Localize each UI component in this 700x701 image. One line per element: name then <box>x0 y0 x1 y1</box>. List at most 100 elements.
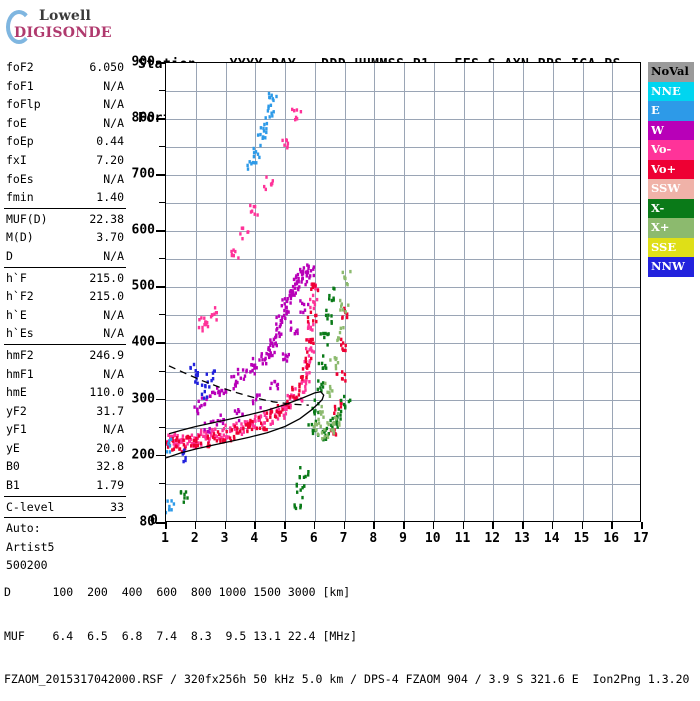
scatter-layer <box>166 91 352 515</box>
grid-line-horizontal <box>166 483 640 485</box>
series-nnw <box>181 362 216 464</box>
grid-line-vertical <box>523 63 524 521</box>
x-axis-label: 14 <box>543 531 560 546</box>
param-value: 31.7 <box>96 403 124 418</box>
grid-line-vertical <box>582 63 584 521</box>
param-value: 7.20 <box>96 152 124 167</box>
grid-line-vertical <box>433 63 435 521</box>
param-key: yF2 <box>6 403 27 418</box>
param-divider <box>4 517 126 519</box>
grid-line-horizontal <box>166 203 640 205</box>
grid-line-horizontal <box>166 455 640 457</box>
param-key: foFlp <box>6 97 41 112</box>
param-value: 246.9 <box>89 347 124 362</box>
grid-line-vertical <box>225 63 227 521</box>
param-row: hmE 110.0 <box>4 383 126 402</box>
param-footer-line: 500200 <box>6 558 48 573</box>
x-axis-tick <box>462 522 464 529</box>
footer-distance-row: D 100 200 400 600 800 1000 1500 3000 [km… <box>4 585 351 599</box>
grid-line-vertical <box>195 63 197 521</box>
x-axis-tick <box>194 522 197 529</box>
x-axis-label: 8 <box>369 531 378 546</box>
param-key: yE <box>6 440 20 455</box>
param-row: h`E N/A <box>4 306 126 325</box>
legend-item-vo-[interactable]: Vo+ <box>648 159 694 179</box>
param-value: 1.40 <box>96 190 124 205</box>
x-axis-label: 11 <box>454 531 471 546</box>
legend-item-nnw[interactable]: NNW <box>648 257 694 277</box>
param-divider <box>4 343 126 345</box>
y-axis: 80 200 300 400 500 600 700 800 900 <box>110 55 165 530</box>
legend-item-ssw[interactable]: SSW <box>648 179 694 199</box>
legend-item-x-[interactable]: X+ <box>648 218 694 238</box>
param-key: hmE <box>6 385 27 400</box>
x-axis-tick <box>165 522 167 529</box>
param-value: 215.0 <box>89 289 124 304</box>
polarization-legend[interactable]: NoVal NNE E W Vo- Vo+ SSW X- X+ SSE NNW <box>648 62 694 277</box>
y-axis-tick-major <box>156 398 165 401</box>
legend-item-noval[interactable]: NoVal <box>648 62 694 82</box>
logo-brand-bottom: DIGISONDE <box>14 25 112 41</box>
legend-item-sse[interactable]: SSE <box>648 237 694 257</box>
grid-line-horizontal <box>166 399 640 401</box>
y-axis-label: 80 <box>139 514 155 530</box>
logo-brand-top: Lowell <box>39 8 91 24</box>
legend-item-vo-[interactable]: Vo- <box>648 140 694 160</box>
y-axis-tick-major <box>156 118 165 120</box>
param-row: B1 1.79 <box>4 476 126 495</box>
grid-line-vertical <box>344 63 346 521</box>
param-key: foF1 <box>6 78 34 93</box>
y-axis-tick-major <box>156 342 165 344</box>
x-axis-tick <box>611 522 613 529</box>
x-axis-label: 2 <box>190 531 199 546</box>
x-axis-label: 13 <box>514 531 530 546</box>
x-axis-tick <box>373 522 375 529</box>
legend-item-nne[interactable]: NNE <box>648 81 694 101</box>
param-key: B0 <box>6 459 20 474</box>
param-value: N/A <box>103 171 124 186</box>
y-axis-label: 200 <box>131 447 155 463</box>
y-axis-tick-minor <box>159 90 165 92</box>
legend-item-x-[interactable]: X- <box>648 198 694 218</box>
param-key: yF1 <box>6 422 27 437</box>
param-key: foE <box>6 115 27 130</box>
auto-scaled-trace <box>166 390 325 459</box>
y-axis-label: 300 <box>131 391 155 407</box>
grid-line-vertical <box>255 63 257 521</box>
y-axis-tick-minor <box>159 426 165 428</box>
param-value: N/A <box>103 97 124 112</box>
grid-line-horizontal <box>166 315 640 317</box>
x-axis-tick <box>224 522 226 529</box>
param-row: foF1 N/A <box>4 77 126 96</box>
param-key: h`Es <box>6 326 34 341</box>
x-axis-label: 7 <box>339 531 348 546</box>
param-value: 1.79 <box>96 478 124 493</box>
ionogram-plot-area[interactable] <box>165 62 641 522</box>
footer-info: D 100 200 400 600 800 1000 1500 3000 [km… <box>4 556 689 701</box>
param-value: N/A <box>103 307 124 322</box>
param-row: M(D) 3.70 <box>4 228 126 247</box>
grid-line-horizontal <box>166 343 640 345</box>
param-row: foEp 0.44 <box>4 132 126 151</box>
x-axis-label: 6 <box>309 531 318 546</box>
legend-item-e[interactable]: E <box>648 101 694 121</box>
param-value: N/A <box>103 78 124 93</box>
y-axis-tick-major <box>156 62 165 64</box>
param-key: fmin <box>6 190 34 205</box>
x-axis-label: 10 <box>424 531 441 546</box>
y-axis-label: 700 <box>131 166 155 182</box>
grid-line-horizontal <box>166 259 640 261</box>
y-axis-tick-major <box>156 522 165 524</box>
y-axis-tick-minor <box>159 202 165 204</box>
param-value: 3.70 <box>96 230 124 245</box>
x-axis-tick <box>403 522 405 529</box>
series-w <box>193 263 316 434</box>
x-axis-label: 15 <box>573 531 590 546</box>
param-key: foEp <box>6 134 34 149</box>
y-axis-tick-minor <box>159 314 165 316</box>
x-axis-tick <box>343 522 345 529</box>
legend-item-w[interactable]: W <box>648 120 694 140</box>
y-axis-label: 900 <box>131 54 155 70</box>
param-key: C-level <box>6 499 55 514</box>
series-e <box>166 91 278 515</box>
